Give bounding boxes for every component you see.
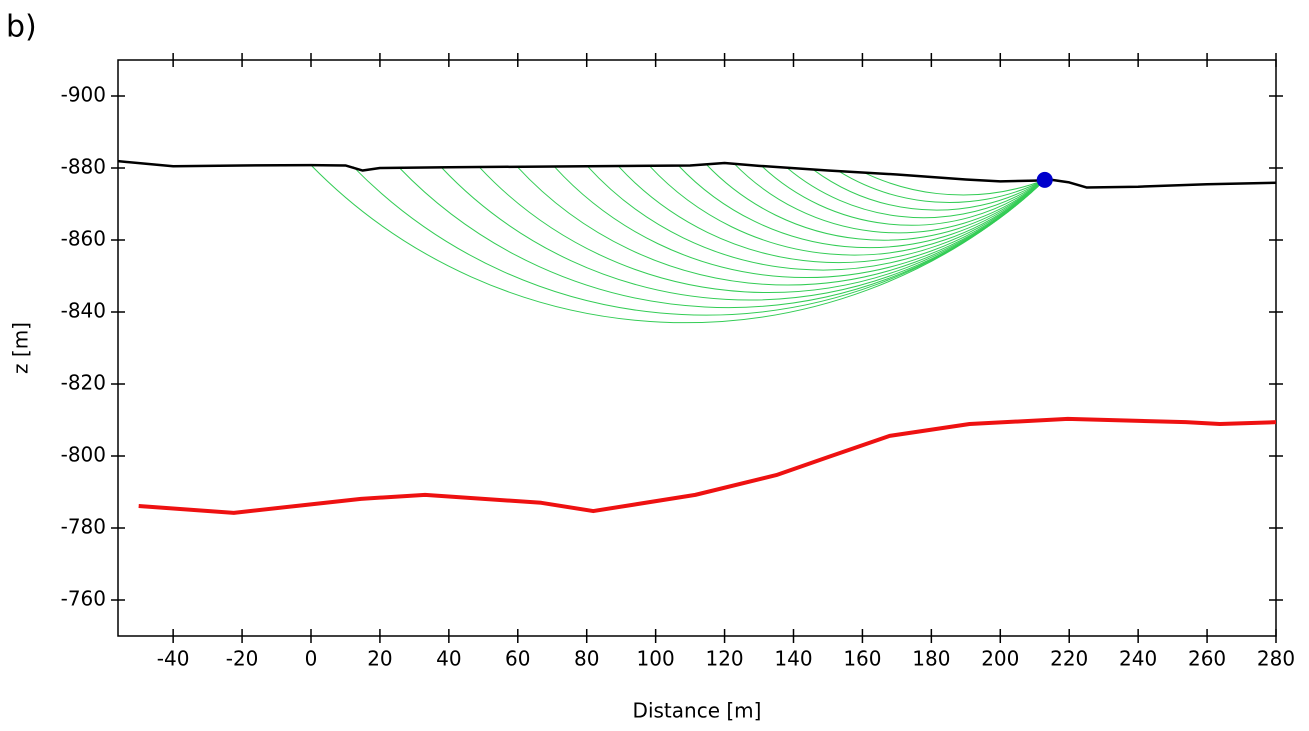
y-tick-label: -900 [61, 83, 106, 107]
panel-label: b) [6, 10, 37, 45]
slip-circle [678, 165, 1046, 249]
x-tick-label: 80 [574, 647, 599, 671]
x-axis-label: Distance [m] [633, 699, 762, 723]
slip-circle [618, 165, 1046, 264]
slip-circle [813, 169, 1045, 211]
y-tick-label: -800 [61, 443, 106, 467]
slip-circle [440, 166, 1046, 301]
plot-frame [117, 59, 1277, 637]
x-tick-label: 200 [981, 647, 1019, 671]
x-tick-label: 280 [1257, 647, 1295, 671]
x-tick-label: 140 [774, 647, 812, 671]
x-tick-label: 0 [305, 647, 318, 671]
x-tick-label: 40 [436, 647, 461, 671]
x-tick-label: 60 [505, 647, 530, 671]
slip-circle [786, 167, 1046, 219]
x-tick-label: 100 [637, 647, 675, 671]
slip-circle [839, 171, 1045, 204]
x-tick-label: -40 [157, 647, 190, 671]
x-tick-label: 240 [1119, 647, 1157, 671]
x-tick-label: 20 [367, 647, 392, 671]
slip-circle [761, 165, 1046, 226]
slip-circle [863, 171, 1045, 196]
y-tick-label: -840 [61, 299, 106, 323]
x-tick-label: 220 [1050, 647, 1088, 671]
x-tick-label: 160 [843, 647, 881, 671]
point [1036, 171, 1053, 188]
slip-circle [733, 163, 1046, 234]
slip-circle [587, 165, 1046, 271]
slip-circle [649, 165, 1046, 256]
x-tick-label: 120 [705, 647, 743, 671]
slip-circle [516, 166, 1046, 286]
y-tick-label: -860 [61, 227, 106, 251]
y-tick-label: -760 [61, 587, 106, 611]
x-tick-label: -20 [226, 647, 259, 671]
y-tick-label: -780 [61, 515, 106, 539]
line-series [117, 159, 1277, 189]
y-tick-label: -820 [61, 371, 106, 395]
y-axis-label: z [m] [9, 322, 33, 374]
y-tick-label: -880 [61, 155, 106, 179]
x-tick-label: 180 [912, 647, 950, 671]
slip-circle [705, 164, 1046, 241]
line-series [138, 416, 1277, 515]
slip-circle [478, 166, 1046, 293]
slip-circle [310, 164, 1046, 324]
x-tick-label: 260 [1188, 647, 1226, 671]
slip-circle [398, 167, 1046, 309]
slip-circle [553, 166, 1046, 278]
